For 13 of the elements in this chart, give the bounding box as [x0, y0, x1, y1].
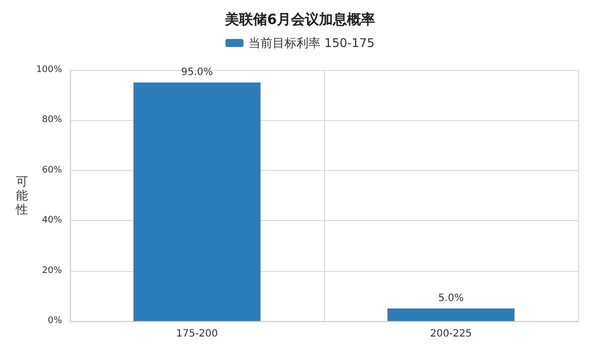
x-tick-label: 200-225	[430, 328, 472, 340]
data-label: 5.0%	[438, 292, 464, 304]
data-label: 95.0%	[181, 67, 213, 78]
x-tick-label: 175-200	[176, 328, 218, 340]
y-tick-label: 40%	[42, 216, 62, 226]
legend-label: 当前目标利率 150-175	[248, 36, 374, 50]
y-tick-label: 60%	[42, 165, 62, 176]
y-tick-label: 80%	[42, 115, 62, 126]
y-tick-label: 100%	[36, 65, 62, 75]
y-tick-label: 0%	[48, 316, 62, 326]
y-tick-label: 20%	[42, 266, 62, 276]
y-axis-title: 可能性	[15, 174, 28, 216]
chart-title: 美联储6月会议加息概率	[224, 11, 375, 28]
